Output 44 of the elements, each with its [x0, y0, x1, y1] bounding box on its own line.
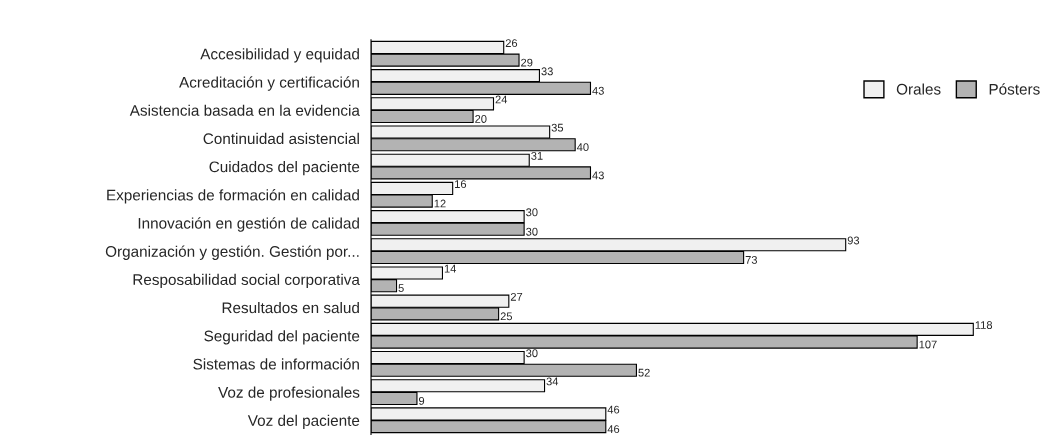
data-label: 29 [521, 58, 533, 67]
y-tick-label: Voz de profesionales [218, 386, 360, 401]
y-tick-label: Organización y gestión. Gestión por... [105, 245, 359, 260]
data-label: 43 [592, 86, 604, 95]
y-tick-label: Voz del paciente [247, 414, 360, 429]
legend-label: Orales [896, 83, 941, 95]
data-label: 40 [576, 143, 589, 152]
y-tick-label: Acreditación y certificación [179, 76, 359, 91]
data-label: 25 [500, 312, 513, 321]
y-tick-label: Continuidad asistencial [203, 132, 359, 145]
data-label: 9 [419, 396, 425, 405]
y-tick-label: Resultados en salud [222, 301, 359, 314]
y-tick-label: Innovación en gestión de calidad [138, 217, 359, 232]
data-label: 46 [607, 425, 620, 433]
data-label: 30 [526, 349, 538, 358]
data-label: 52 [638, 368, 650, 377]
y-tick-label: Cuidados del paciente [209, 161, 360, 176]
y-tick-label: Asistencia basada en la evidencia [129, 104, 360, 116]
y-tick-label: Experiencias de formación en calidad [107, 189, 359, 204]
data-label: 5 [398, 284, 404, 293]
y-tick-label: Sistemas de información [193, 358, 359, 370]
data-label: 35 [551, 123, 564, 132]
data-label: 46 [607, 405, 620, 414]
data-label: 107 [919, 340, 937, 349]
data-label: 30 [526, 208, 538, 217]
y-tick-label: Accesibilidad y equidad [200, 48, 359, 63]
data-label: 24 [495, 95, 508, 104]
data-label: 16 [455, 180, 467, 188]
data-label: 12 [434, 199, 446, 208]
data-label: 20 [475, 115, 487, 123]
data-label: 118 [975, 321, 993, 329]
data-label: 26 [505, 39, 518, 48]
data-label: 34 [546, 377, 559, 386]
data-label: 27 [510, 292, 523, 301]
data-label: 73 [745, 255, 758, 264]
data-label: 31 [531, 151, 543, 160]
data-label: 14 [444, 264, 457, 273]
y-tick-label: Seguridad del paciente [204, 330, 360, 345]
data-label: 33 [541, 67, 553, 76]
data-label: 43 [592, 171, 604, 180]
data-label: 93 [847, 236, 860, 245]
y-tick-label: Resposabilidad social corporativa [133, 273, 360, 289]
data-label: 30 [526, 227, 538, 236]
legend-label: Pósters [989, 83, 1040, 95]
